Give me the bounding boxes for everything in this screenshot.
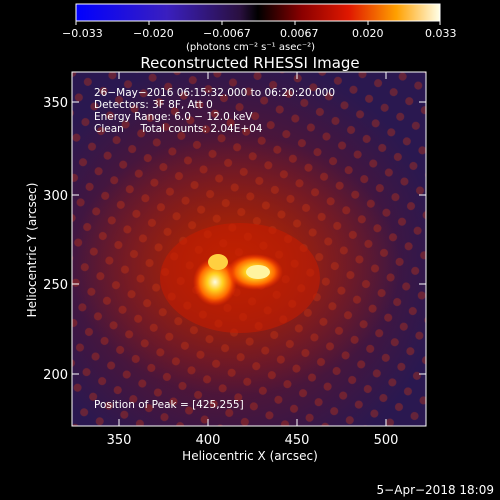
x-tick-label: 350 [107,433,132,448]
colorbar-tick-label: −0.020 [133,27,174,40]
x-axis-ticks [118,72,387,426]
colorbar-tick-label: 0.020 [352,27,384,40]
annotation-detectors: Detectors: 3F 8F, Att 0 [94,99,213,111]
colorbar-units: (photons cm⁻² s⁻¹ asec⁻²) [186,42,315,53]
colorbar [75,3,441,22]
annotation-time: 26−May−2016 06:15:32.000 to 06:20:20.000 [94,87,335,99]
footer-timestamp: 5−Apr−2018 18:09 [377,483,494,497]
x-tick-label: 500 [374,433,399,448]
y-axis-ticks [72,101,426,375]
colorbar-tick-label: 0.033 [425,27,457,40]
annotation-peak: Position of Peak = [425,255] [94,399,244,411]
y-tick-label: 300 [43,189,68,204]
x-axis-label: Heliocentric X (arcsec) [182,449,318,463]
y-tick-label: 250 [43,278,68,293]
y-axis-label: Heliocentric Y (arcsec) [25,183,39,318]
annotation-counts: Clean Total counts: 2.04E+04 [94,123,263,135]
x-tick-label: 400 [196,433,221,448]
colorbar-tick-label: −0.033 [62,27,103,40]
solar-image [72,72,426,426]
x-tick-label: 450 [285,433,310,448]
colorbar-ticks [75,21,441,25]
plot-frame [71,71,427,427]
y-tick-label: 350 [43,96,68,111]
colorbar-tick-label: −0.0067 [203,27,251,40]
colorbar-tick-label: 0.0067 [280,27,319,40]
y-tick-label: 200 [43,368,68,383]
figure-title: Reconstructed RHESSI Image [140,54,359,72]
annotation-energy: Energy Range: 6.0 − 12.0 keV [94,111,253,123]
